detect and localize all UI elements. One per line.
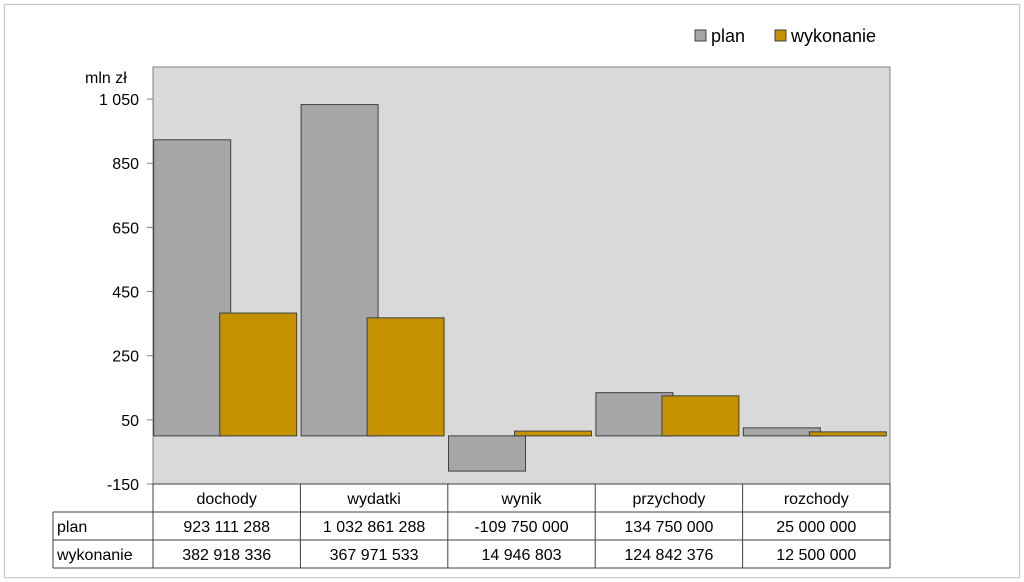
bar-plan-wydatki <box>300 104 379 437</box>
legend-swatch-wykonanie <box>774 29 787 42</box>
y-tick-label: 650 <box>112 220 139 237</box>
bar-plan-dochody <box>153 139 232 437</box>
table-cell-plan: 134 750 000 <box>624 519 713 536</box>
table-cell-wykonanie: 14 946 803 <box>481 547 561 564</box>
bar-wykonanie-przychody <box>661 395 740 437</box>
category-label: wynik <box>500 491 542 508</box>
table-cell-wykonanie: 12 500 000 <box>776 547 856 564</box>
table-cell-plan: 1 032 861 288 <box>323 519 425 536</box>
legend-label-plan: plan <box>711 26 745 46</box>
bar-wykonanie-wynik <box>514 430 592 437</box>
table-row-label-plan: plan <box>57 519 87 536</box>
table-cell-wykonanie: 367 971 533 <box>330 547 419 564</box>
legend-label-wykonanie: wykonanie <box>790 26 876 46</box>
bar-wykonanie-wydatki <box>366 317 445 437</box>
bar-wykonanie-dochody <box>219 312 298 437</box>
bar-plan-rozchody <box>742 427 821 437</box>
table-cell-wykonanie: 382 918 336 <box>182 547 271 564</box>
bar-wykonanie-rozchody <box>808 431 887 437</box>
y-tick-label: 850 <box>112 156 139 173</box>
legend-swatch-plan <box>694 29 707 42</box>
category-label: rozchody <box>784 491 849 508</box>
y-tick-label: 450 <box>112 285 139 302</box>
bar-plan-przychody <box>595 392 674 437</box>
table-cell-plan: 25 000 000 <box>776 519 856 536</box>
category-label: wydatki <box>346 491 400 508</box>
table-cell-plan: 923 111 288 <box>183 519 270 536</box>
chart: 1 050 850 650 450 250 50 -150 mln zł plan wykonan… <box>52 26 891 569</box>
chart-frame: 1 050 850 650 450 250 50 -150 mln zł plan wykonan… <box>4 4 1020 578</box>
table-cell-wykonanie: 124 842 376 <box>624 547 713 564</box>
category-label: przychody <box>632 491 705 508</box>
y-axis-label: mln zł <box>85 70 127 87</box>
table-cell-plan: -109 750 000 <box>474 519 568 536</box>
bar-plan-wynik <box>448 435 526 472</box>
y-tick-label: -150 <box>107 477 139 494</box>
y-tick-label: 250 <box>112 349 139 366</box>
y-tick-label: 1 050 <box>99 92 139 109</box>
table-row-label-wykonanie: wykonanie <box>56 547 133 564</box>
y-tick-label: 50 <box>121 413 139 430</box>
category-label: dochody <box>196 491 257 508</box>
